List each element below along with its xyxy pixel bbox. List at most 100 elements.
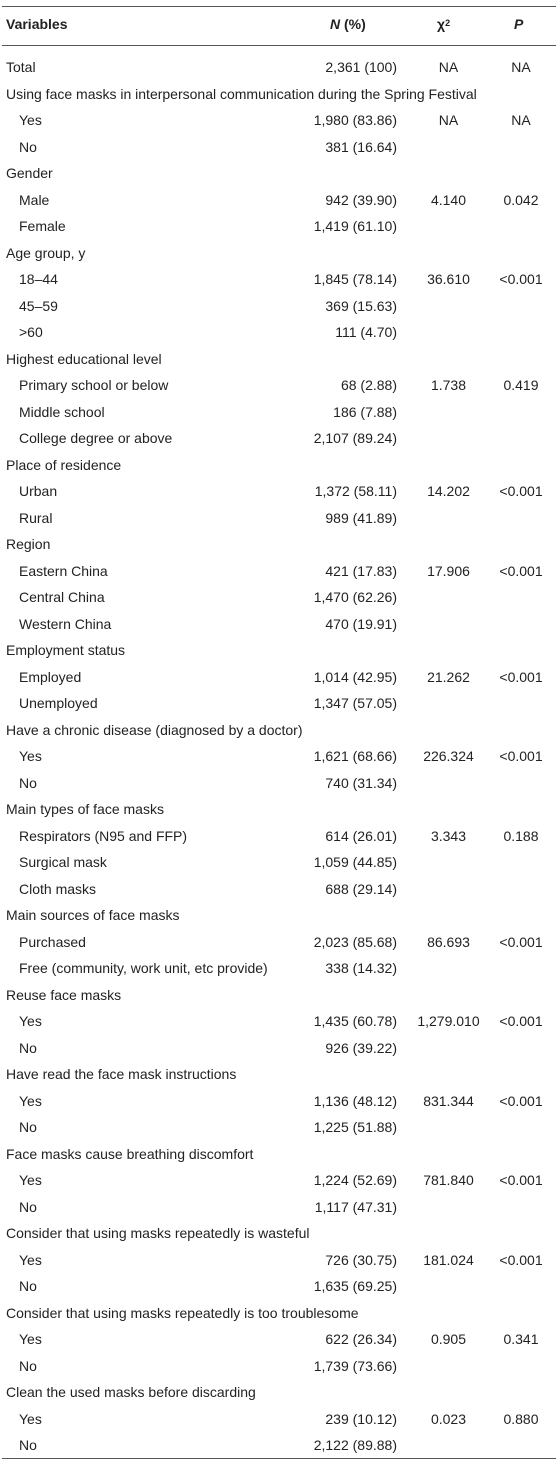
cell-chi-square: NA — [438, 112, 459, 128]
cell-n-percent: 1,635 (69.25) — [313, 1278, 397, 1294]
row-label: Female — [19, 218, 66, 234]
table-header-rule — [2, 45, 556, 46]
table-body: Total 2,361 (100) NA NA Using face masks in … — [0, 55, 559, 1460]
row-label: Have a chronic disease (diagnosed by a d… — [6, 721, 303, 738]
cell-chi-square: NA — [438, 59, 459, 75]
table-row: Total 2,361 (100) NA NA — [0, 55, 559, 82]
cell-p-value: <0.001 — [499, 668, 543, 685]
cell-n-percent: 1,117 (47.31) — [314, 1198, 397, 1215]
row-label: Yes — [19, 1331, 42, 1347]
row-label: Place of residence — [6, 456, 122, 473]
cell-n-percent: 2,122 (89.88) — [313, 1437, 397, 1453]
table-row: Yes 1,224 (52.69) 781.840 <0.001 — [0, 1168, 559, 1195]
row-label: Clean the used masks before discarding — [6, 1384, 256, 1400]
row-label: Yes — [19, 1410, 42, 1427]
cell-n-percent: 470 (19.91) — [325, 615, 397, 632]
cell-p-value: <0.001 — [499, 1172, 543, 1188]
row-label: No — [19, 1119, 37, 1135]
table-row: Reuse face masks — [0, 983, 559, 1010]
cell-chi-square: 781.840 — [423, 1172, 474, 1188]
table-row: 45–59 369 (15.63) — [0, 294, 559, 321]
table-row: Cloth masks 688 (29.14) — [0, 877, 559, 904]
table-row: No 1,225 (51.88) — [0, 1115, 559, 1142]
table-row: Face masks cause breathing discomfort — [0, 1142, 559, 1169]
table-row: Highest educational level — [0, 347, 559, 374]
row-label: Middle school — [19, 403, 105, 420]
table-row: Have a chronic disease (diagnosed by a d… — [0, 718, 559, 745]
row-label: Region — [6, 536, 51, 552]
cell-chi-square: 0.023 — [430, 1410, 467, 1427]
cell-p-value: <0.001 — [499, 1092, 543, 1109]
table-row: Eastern China 421 (17.83) 17.906 <0.001 — [0, 559, 559, 586]
table-row: Consider that using masks repeatedly is … — [0, 1301, 559, 1328]
table-row: Yes 239 (10.12) 0.023 0.880 — [0, 1407, 559, 1434]
table-row: Free (community, work unit, etc provide)… — [0, 956, 559, 983]
table-row: Respirators (N95 and FFP) 614 (26.01) 3.34… — [0, 824, 559, 851]
table-row: Employment status — [0, 638, 559, 665]
row-label: Yes — [19, 1172, 42, 1188]
cell-n-percent: 622 (26.34) — [325, 1331, 397, 1347]
row-label: Consider that using masks repeatedly is … — [6, 1304, 359, 1321]
cell-p-value: 0.042 — [503, 191, 539, 208]
table-row: Yes 1,136 (48.12) 831.344 <0.001 — [0, 1089, 559, 1116]
row-label: Consider that using masks repeatedly is … — [6, 1225, 310, 1241]
row-label: Purchased — [19, 933, 86, 950]
table-row: Urban 1,372 (58.11) 14.202 <0.001 — [0, 479, 559, 506]
cell-p-value: 0.341 — [503, 1331, 539, 1347]
cell-p-value: <0.001 — [499, 562, 543, 579]
cell-n-percent: 1,980 (83.86) — [313, 112, 397, 128]
table-row: Central China 1,470 (62.26) — [0, 585, 559, 612]
row-label: No — [19, 1437, 37, 1453]
cell-n-percent: 239 (10.12) — [325, 1410, 397, 1427]
row-label: No — [19, 1198, 37, 1215]
table-row: No 381 (16.64) — [0, 135, 559, 162]
row-label: Employment status — [6, 642, 126, 658]
table-row: Yes 1,435 (60.78) 1,279.010 <0.001 — [0, 1009, 559, 1036]
table-row: Primary school or below 68 (2.88) 1.738 0.4… — [0, 373, 559, 400]
table-row: Yes 726 (30.75) 181.024 <0.001 — [0, 1248, 559, 1275]
row-label: No — [19, 1357, 37, 1374]
row-label: Surgical mask — [19, 854, 107, 870]
row-label: Respirators (N95 and FFP) — [19, 827, 188, 844]
cell-n-percent: 369 (15.63) — [325, 297, 397, 314]
cell-n-percent: 1,372 (58.11) — [314, 483, 397, 499]
row-label: No — [19, 774, 37, 791]
table-row: College degree or above 2,107 (89.24) — [0, 426, 559, 453]
cell-n-percent: 1,845 (78.14) — [313, 271, 397, 287]
cell-n-percent: 338 (14.32) — [325, 960, 397, 976]
row-label: Yes — [19, 748, 42, 764]
row-label: Yes — [19, 1092, 42, 1109]
cell-p-value: <0.001 — [499, 1251, 543, 1268]
cell-chi-square: 0.905 — [430, 1331, 467, 1347]
row-label: Rural — [19, 509, 53, 526]
table-row: >60 111 (4.70) — [0, 320, 559, 347]
table-row: Surgical mask 1,059 (44.85) — [0, 850, 559, 877]
cell-chi-square: 181.024 — [423, 1251, 474, 1268]
row-label: Yes — [19, 1013, 42, 1029]
table-top-rule — [2, 6, 556, 7]
table-row: Yes 1,980 (83.86) NA NA — [0, 108, 559, 135]
row-label: Central China — [19, 589, 105, 605]
cell-chi-square: 21.262 — [427, 668, 470, 685]
cell-n-percent: 688 (29.14) — [325, 880, 397, 897]
row-label: >60 — [19, 324, 43, 340]
cell-chi-square: 17.906 — [427, 562, 470, 579]
table-row: Main sources of face masks — [0, 903, 559, 930]
table-row: Place of residence — [0, 453, 559, 480]
cell-n-percent: 1,347 (57.05) — [313, 695, 397, 711]
table-row: 18–44 1,845 (78.14) 36.610 <0.001 — [0, 267, 559, 294]
cell-chi-square: 3.343 — [430, 827, 467, 844]
cell-n-percent: 989 (41.89) — [325, 509, 397, 526]
table-row: No 926 (39.22) — [0, 1036, 559, 1063]
table-row: Unemployed 1,347 (57.05) — [0, 691, 559, 718]
cell-p-value: <0.001 — [499, 483, 543, 499]
cell-chi-square: 226.324 — [423, 748, 474, 764]
cell-n-percent: 1,014 (42.95) — [313, 668, 397, 685]
table-row: Using face masks in interpersonal commun… — [0, 82, 559, 109]
cell-n-percent: 2,361 (100) — [325, 59, 397, 75]
header-n: N — [330, 16, 341, 32]
row-label: Eastern China — [19, 562, 108, 579]
header-percent: (%) — [340, 16, 366, 32]
row-label: Cloth masks — [19, 880, 97, 897]
cell-n-percent: 1,435 (60.78) — [313, 1013, 397, 1029]
